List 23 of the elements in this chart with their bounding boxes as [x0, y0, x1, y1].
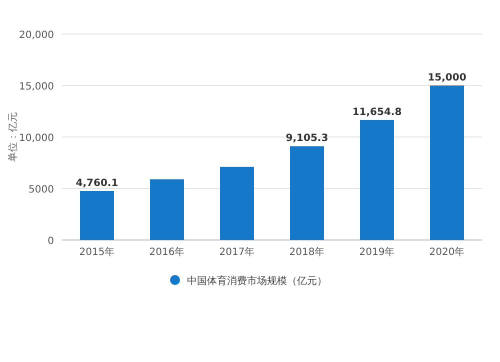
x-tick-label: 2015年 [79, 246, 115, 258]
bar [360, 120, 394, 240]
bar [150, 179, 184, 240]
bar [290, 146, 324, 240]
y-tick-label: 0 [48, 236, 54, 247]
data-label: 4,760.1 [76, 178, 118, 189]
x-tick-label: 2018年 [289, 246, 325, 258]
x-tick-label: 2017年 [219, 246, 255, 258]
data-label: 11,654.8 [352, 106, 402, 118]
data-label: 15,000 [428, 72, 466, 84]
x-tick-label: 2016年 [149, 246, 185, 258]
data-label: 9,105.3 [286, 133, 328, 144]
x-tick-label: 2020年 [429, 246, 465, 258]
y-tick-label: 15,000 [19, 82, 54, 92]
bar [430, 86, 464, 240]
bar [220, 166, 254, 240]
legend-label: 中国体育消费市场规模（亿元） [187, 275, 327, 287]
x-tick-label: 2019年 [359, 246, 395, 258]
bar [80, 190, 114, 240]
y-tick-label: 20,000 [19, 30, 54, 41]
y-tick-label: 5000 [28, 184, 54, 196]
y-tick-label: 10,000 [19, 133, 54, 144]
y-axis-title: 单位：亿元 [7, 112, 19, 162]
